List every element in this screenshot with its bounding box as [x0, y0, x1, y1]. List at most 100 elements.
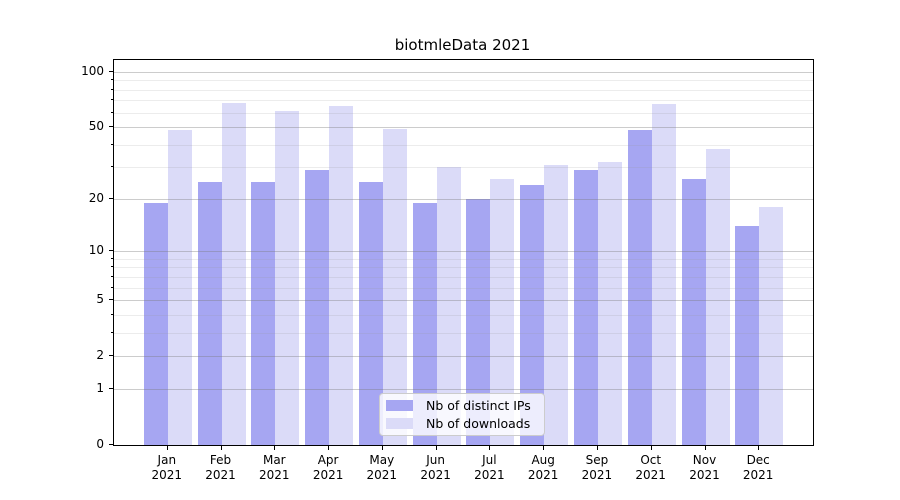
y-tick-label-20: 20 — [88, 190, 104, 205]
legend-swatch-downloads — [386, 418, 413, 429]
bar-downloads-feb — [221, 102, 246, 445]
bar-ips-feb — [197, 181, 222, 445]
y-tick-label-100: 100 — [81, 63, 104, 78]
bar-downloads-dec — [759, 207, 784, 445]
y-tick-label-0: 0 — [96, 437, 104, 451]
y-minor-tick-mark-8 — [111, 266, 113, 268]
x-tick-label-sep: Sep 2021 — [581, 453, 613, 482]
legend-item-downloads: Nb of downloads — [386, 415, 538, 432]
y-tick-label-50: 50 — [88, 119, 104, 134]
x-tick-mark-apr — [328, 446, 330, 450]
gridline-minor-9 — [114, 258, 813, 260]
x-tick-mark-feb — [220, 446, 222, 450]
chart-title: biotmleData 2021 — [394, 36, 531, 54]
legend: Nb of distinct IPs Nb of downloads — [379, 393, 545, 436]
x-tick-mark-dec — [758, 446, 760, 450]
gridline-minor-3 — [114, 332, 813, 334]
bar-downloads-aug — [544, 164, 569, 445]
gridline-minor-30 — [114, 167, 813, 169]
bar-downloads-apr — [329, 106, 354, 445]
gridline-major-50 — [114, 127, 813, 129]
y-tick-mark-20 — [109, 197, 113, 199]
bar-ips-dec — [735, 226, 760, 445]
gridline-minor-40 — [114, 144, 813, 146]
y-tick-label-10: 10 — [88, 243, 104, 258]
bar-downloads-jan — [167, 130, 192, 445]
x-tick-label-aug: Aug 2021 — [527, 453, 559, 482]
y-minor-tick-mark-9 — [111, 257, 113, 259]
bar-downloads-nov — [705, 148, 730, 445]
x-tick-mark-nov — [704, 446, 706, 450]
gridline-minor-80 — [114, 89, 813, 91]
bar-ips-apr — [305, 170, 330, 445]
x-tick-label-nov: Nov 2021 — [689, 453, 720, 482]
y-minor-tick-mark-3 — [111, 331, 113, 333]
gridline-minor-90 — [114, 80, 813, 82]
gridline-major-5 — [114, 300, 813, 302]
bar-downloads-may — [382, 128, 407, 445]
y-minor-tick-mark-4 — [111, 313, 113, 315]
x-tick-label-oct: Oct 2021 — [635, 453, 666, 482]
bar-ips-sep — [573, 170, 598, 445]
gridline-minor-8 — [114, 267, 813, 269]
legend-label-downloads: Nb of downloads — [426, 416, 531, 431]
gridline-major-10 — [114, 251, 813, 253]
gridline-major-20 — [114, 198, 813, 200]
bar-ips-mar — [251, 181, 276, 445]
gridline-minor-7 — [114, 276, 813, 278]
y-tick-label-1: 1 — [96, 381, 104, 395]
x-tick-mark-aug — [543, 446, 545, 450]
bar-ips-may — [358, 181, 383, 445]
x-tick-mark-may — [381, 446, 383, 450]
x-tick-mark-jan — [166, 446, 168, 450]
y-minor-tick-mark-30 — [111, 166, 113, 168]
gridline-major-2 — [114, 356, 813, 358]
legend-swatch-distinct-ips — [386, 400, 413, 411]
bar-downloads-sep — [597, 162, 622, 445]
y-tick-label-2: 2 — [96, 348, 104, 363]
bar-ips-jan — [143, 202, 168, 445]
x-tick-mark-oct — [650, 446, 652, 450]
x-tick-mark-sep — [596, 446, 598, 450]
x-tick-mark-jul — [489, 446, 491, 450]
y-tick-label-5: 5 — [96, 292, 104, 307]
gridline-major-1 — [114, 389, 813, 390]
gridline-major-100 — [114, 71, 813, 73]
y-tick-mark-0 — [109, 444, 113, 445]
legend-item-distinct-ips: Nb of distinct IPs — [386, 397, 538, 414]
legend-label-distinct-ips: Nb of distinct IPs — [426, 398, 531, 413]
y-tick-mark-50 — [109, 126, 113, 128]
y-tick-mark-5 — [109, 299, 113, 301]
y-minor-tick-mark-6 — [111, 286, 113, 288]
x-tick-label-dec: Dec 2021 — [742, 453, 774, 482]
plot-area — [113, 59, 814, 446]
x-tick-label-mar: Mar 2021 — [259, 453, 290, 482]
y-minor-tick-mark-7 — [111, 275, 113, 277]
x-tick-label-feb: Feb 2021 — [205, 453, 236, 482]
x-tick-label-jan: Jan 2021 — [151, 453, 183, 482]
y-minor-tick-mark-90 — [111, 79, 113, 81]
x-tick-label-jun: Jun 2021 — [420, 453, 451, 482]
y-tick-mark-100 — [109, 70, 113, 72]
gridline-minor-70 — [114, 100, 813, 102]
y-tick-mark-1 — [109, 388, 113, 389]
bar-ips-nov — [681, 178, 706, 445]
y-minor-tick-mark-40 — [111, 143, 113, 145]
gridline-minor-4 — [114, 314, 813, 316]
x-tick-label-jul: Jul 2021 — [474, 453, 505, 482]
y-minor-tick-mark-80 — [111, 88, 113, 90]
gridline-minor-60 — [114, 112, 813, 114]
y-minor-tick-mark-60 — [111, 111, 113, 113]
bar-downloads-oct — [651, 103, 676, 445]
x-tick-mark-mar — [274, 446, 276, 450]
y-minor-tick-mark-70 — [111, 99, 113, 101]
bar-downloads-mar — [275, 111, 300, 445]
y-tick-mark-10 — [109, 250, 113, 252]
x-tick-mark-jun — [435, 446, 437, 450]
gridline-minor-6 — [114, 287, 813, 289]
y-tick-mark-2 — [109, 355, 113, 357]
bar-ips-oct — [627, 130, 652, 445]
x-tick-label-apr: Apr 2021 — [312, 453, 344, 482]
x-tick-label-may: May 2021 — [366, 453, 398, 482]
